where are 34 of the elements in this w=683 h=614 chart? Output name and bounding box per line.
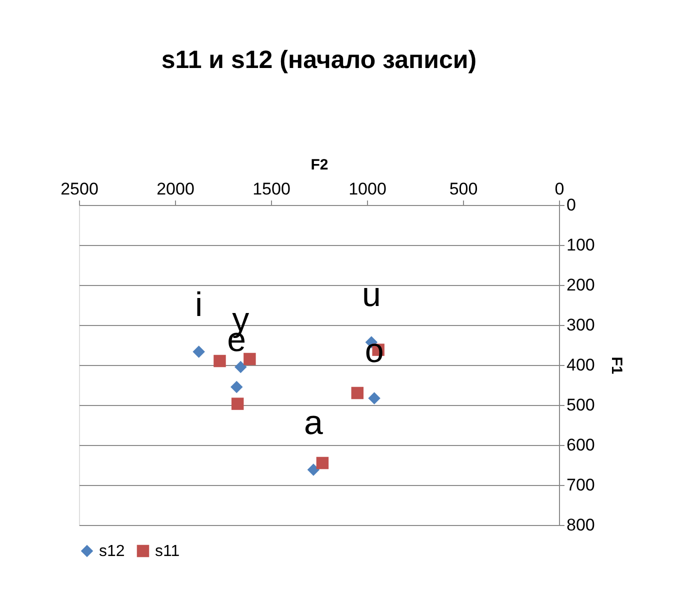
y-tick-label: 800 [566,516,595,534]
annotation: i [195,286,203,324]
point [351,386,364,400]
point [316,456,329,470]
point [307,464,320,476]
y-tick-label: 300 [566,316,595,334]
y-tick-label: 400 [566,356,595,374]
point [234,360,247,374]
y-tick-label: 500 [566,396,595,414]
legend-label: s11 [155,543,180,560]
x-tick-label: 2500 [60,180,98,198]
y-tick-label: 700 [566,476,595,494]
chart-title: s11 и s12 (начало записи) [161,46,477,74]
annotation: u [362,276,381,314]
y-tick-label: 0 [566,196,576,214]
point [192,346,205,358]
x-tick-label: 1000 [348,180,386,198]
y-axis-title: F1 [608,356,625,374]
y-tick-label: 100 [566,236,595,254]
y-tick-label: 200 [566,276,595,294]
point [214,354,226,368]
x-tick-label: 2000 [156,180,194,198]
legend-label: s12 [99,543,125,560]
x-axis-title: F2 [310,156,328,174]
annotation: o [364,332,384,370]
annotation: a [304,404,323,442]
point [231,398,244,410]
point [230,380,243,394]
x-tick-label: 0 [554,180,564,198]
x-tick-label: 1500 [252,180,290,198]
point [244,352,256,366]
x-tick-label: 500 [449,180,478,198]
y-tick-label: 600 [566,436,595,454]
point [368,392,380,404]
